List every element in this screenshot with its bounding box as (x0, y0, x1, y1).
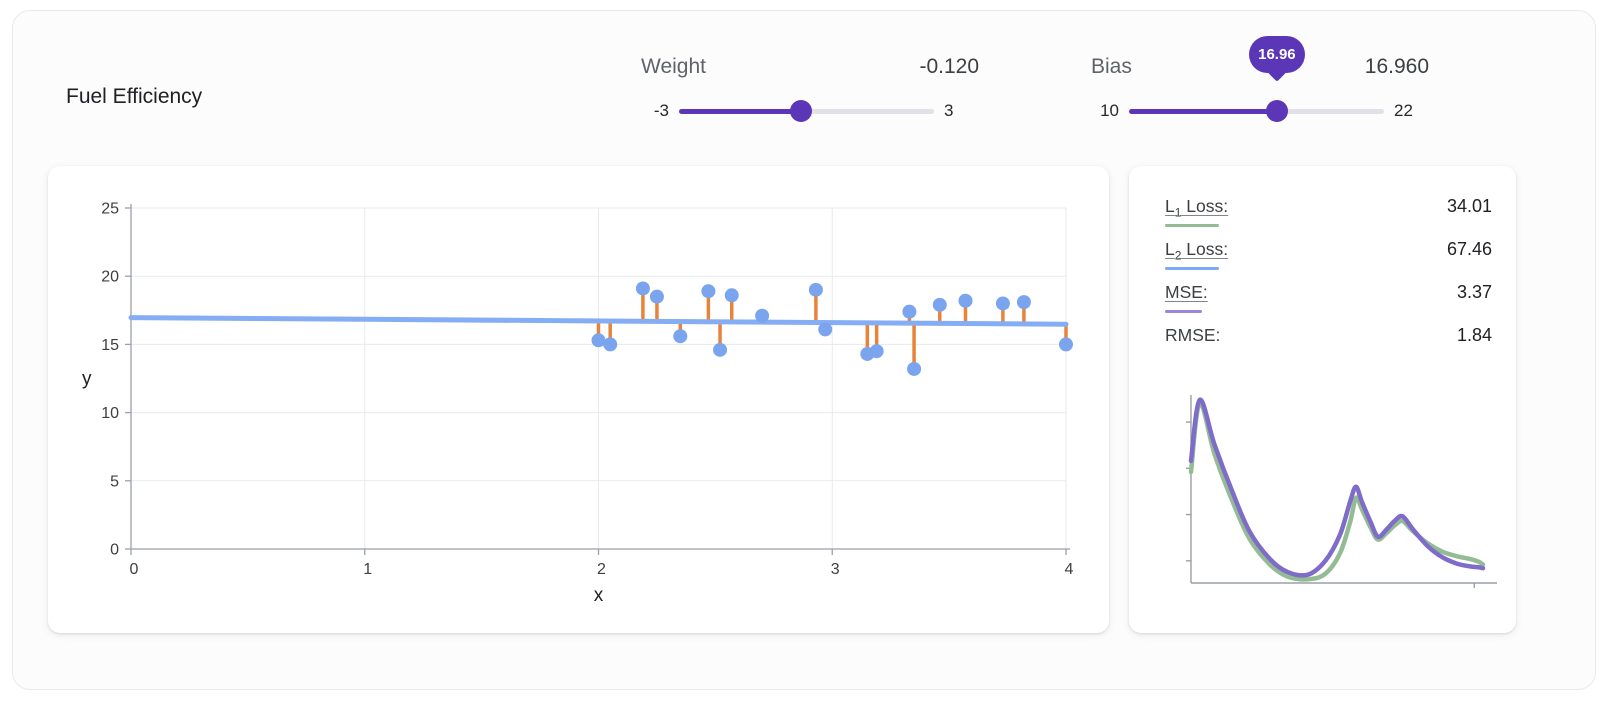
bias-slider-row: 10 16.96 22 (1089, 36, 1431, 123)
weight-slider-row: -3 3 (639, 99, 981, 123)
weight-min-label: -3 (653, 101, 669, 120)
bias-slider-fill (1129, 108, 1277, 114)
weight-max-label: 3 (944, 101, 954, 120)
metric-row-rmse: RMSE: 1.84 (1165, 325, 1492, 356)
metric-underline (1165, 223, 1220, 227)
metric-label[interactable]: L2 Loss: (1165, 239, 1228, 270)
bias-slider-header: Bias 16.960 (1089, 55, 1431, 79)
metric-value: 67.46 (1446, 239, 1492, 259)
svg-text:5: 5 (110, 473, 119, 490)
scatter-chart-card: 0 5 10 15 20 25 0 1 2 3 4 y x (48, 166, 1109, 633)
metric-row-l1: L1 Loss: 34.01 (1165, 196, 1492, 227)
loss-chart (1186, 395, 1497, 588)
page-title: Fuel Efficiency (66, 85, 203, 108)
svg-text:0: 0 (130, 561, 139, 578)
metric-label[interactable]: MSE: (1165, 282, 1208, 313)
page: Fuel Efficiency Weight -0.120 -3 3 Bias (0, 0, 1610, 700)
weight-slider-thumb[interactable] (790, 100, 813, 122)
metric-value: 3.37 (1456, 282, 1492, 302)
weight-slider[interactable] (679, 99, 934, 123)
svg-text:2: 2 (597, 561, 606, 578)
bias-max-label: 22 (1394, 101, 1413, 120)
metric-value: 1.84 (1456, 325, 1492, 345)
metric-value: 34.01 (1446, 196, 1492, 216)
loss-panel-card: L1 Loss: 34.01 L2 Loss: 67.46 MSE: (1129, 166, 1516, 633)
main-chart: 0 5 10 15 20 25 0 1 2 3 4 y x (82, 201, 1074, 607)
metric-underline (1165, 266, 1220, 270)
svg-text:10: 10 (101, 405, 119, 422)
svg-text:y: y (82, 369, 92, 390)
svg-text:x: x (594, 585, 604, 606)
svg-text:3: 3 (831, 561, 840, 578)
svg-text:1: 1 (363, 561, 372, 578)
metric-label: RMSE: (1165, 325, 1221, 345)
app-container: Fuel Efficiency Weight -0.120 -3 3 Bias (12, 10, 1596, 690)
svg-text:4: 4 (1065, 561, 1074, 578)
svg-text:0: 0 (110, 542, 119, 559)
svg-text:15: 15 (101, 337, 119, 354)
svg-text:25: 25 (101, 201, 119, 218)
bias-value-tooltip: 16.96 (1248, 36, 1305, 73)
metric-label[interactable]: L1 Loss: (1165, 196, 1228, 227)
bias-slider-thumb[interactable] (1265, 100, 1288, 122)
weight-slider-group: Weight -0.120 -3 3 (639, 55, 981, 123)
metric-row-mse: MSE: 3.37 (1165, 282, 1492, 313)
weight-slider-fill (679, 108, 802, 114)
weight-value: -0.120 (919, 55, 979, 78)
bias-slider-group: Bias 16.960 10 16.96 22 (1089, 36, 1431, 123)
bias-label: Bias (1091, 55, 1132, 78)
bias-slider[interactable]: 16.96 (1129, 36, 1384, 123)
loss-metrics: L1 Loss: 34.01 L2 Loss: 67.46 MSE: (1129, 166, 1516, 356)
svg-text:20: 20 (101, 269, 119, 286)
bias-value: 16.960 (1364, 55, 1429, 78)
metric-row-l2: L2 Loss: 67.46 (1165, 239, 1492, 270)
weight-label: Weight (641, 55, 706, 78)
weight-slider-header: Weight -0.120 (639, 55, 981, 79)
metric-underline (1165, 309, 1202, 313)
bias-min-label: 10 (1100, 101, 1119, 120)
